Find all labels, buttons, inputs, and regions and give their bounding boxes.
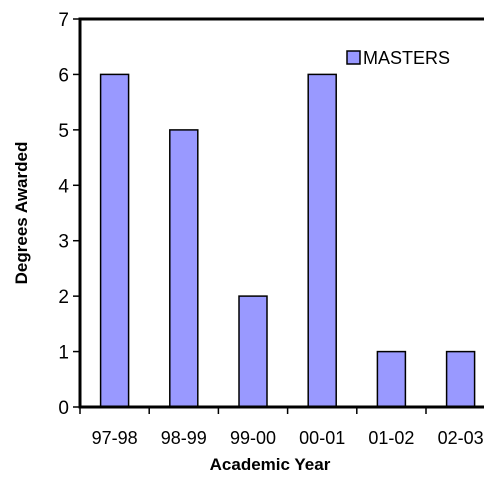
y-tick-label-6: 6 (58, 65, 69, 86)
ticks-layer: 0 1 2 3 4 5 6 7 97-98 98-99 99-00 00-01 01-02 02-03 (58, 10, 483, 448)
x-tick-label-99-00: 99-00 (230, 428, 276, 448)
y-tick-label-0: 0 (58, 398, 69, 419)
x-tick-label-02-03: 02-03 (438, 428, 484, 448)
legend-swatch (346, 50, 361, 65)
bars-layer (99, 73, 476, 408)
y-tick-label-4: 4 (58, 176, 69, 197)
y-tick-label-2: 2 (58, 287, 69, 308)
x-tick-label-00-01: 00-01 (299, 428, 345, 448)
legend: MASTERS (346, 48, 450, 68)
x-axis-label: Academic Year (210, 455, 331, 474)
x-tick-label-98-99: 98-99 (161, 428, 207, 448)
y-axis-label: Degrees Awarded (12, 142, 31, 285)
x-tick-label-01-02: 01-02 (368, 428, 414, 448)
bar-01-02 (376, 350, 407, 408)
axes-layer (78, 17, 484, 409)
y-tick-label-7: 7 (58, 10, 69, 31)
bar-97-98 (99, 73, 130, 408)
bar-98-99 (169, 129, 199, 408)
bar-99-00 (238, 295, 268, 408)
legend-label: MASTERS (363, 48, 450, 68)
y-tick-label-5: 5 (58, 121, 69, 142)
bar-02-03 (445, 350, 476, 408)
y-tick-label-3: 3 (58, 232, 69, 253)
y-tick-label-1: 1 (58, 343, 69, 364)
bar-00-01 (307, 73, 337, 408)
x-tick-label-97-98: 97-98 (92, 428, 138, 448)
